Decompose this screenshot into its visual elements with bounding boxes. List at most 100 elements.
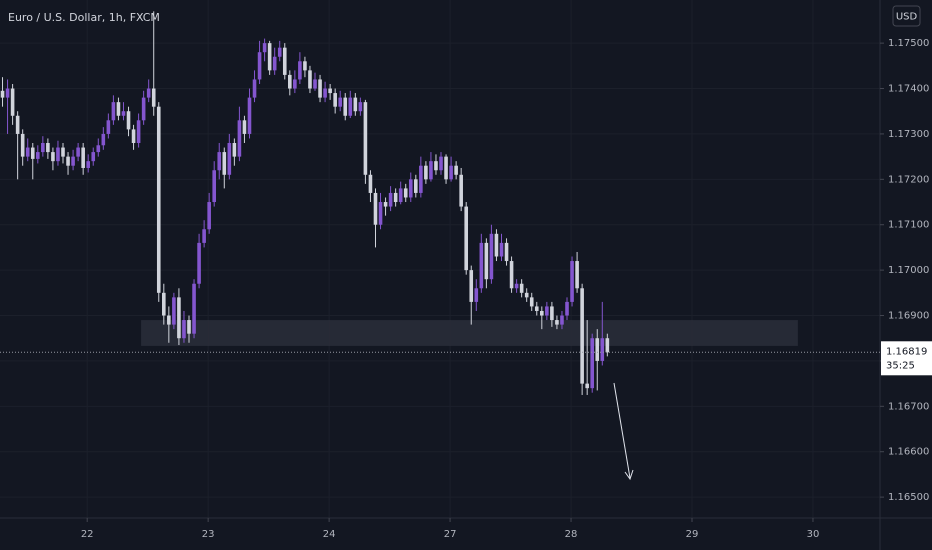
x-tick-label: 22 [81,529,94,540]
candle-body [187,320,191,334]
candle-body [519,283,524,293]
candle-body [36,152,40,159]
candle-body [414,179,418,193]
candle-body [529,297,534,307]
candle-body [177,297,181,339]
candle-body [444,156,448,180]
candle-body [232,143,237,157]
candle-body [434,161,438,171]
candle-body [403,188,408,198]
candle-body [66,156,70,166]
candle-body [509,261,514,289]
candle-body [41,143,45,153]
price-zone [141,320,798,346]
candle-body [298,61,302,80]
candle-body [419,165,423,193]
y-tick-label: 1.17100 [888,220,929,231]
candle-body [71,156,75,166]
candle-body [570,261,574,302]
candle-body [121,111,126,116]
candle-body [469,270,474,302]
candle-body [146,88,151,98]
candle-body [252,79,257,98]
candle-body [192,283,196,334]
candle-body [167,315,171,325]
candle-body [217,152,222,171]
last-price-box [881,341,932,376]
candles [0,11,610,395]
candle-body [358,102,363,112]
candle-body [373,192,378,225]
candle-body [81,147,85,168]
candle-body [51,152,55,162]
y-tick-label: 1.17200 [888,174,929,185]
candle-body [474,288,479,302]
candle-body [408,179,413,198]
candle-body [565,301,569,316]
candle-body [540,310,544,316]
candle-body [262,43,267,53]
candle-body [524,292,529,298]
candle-body [398,188,403,203]
arrow-head [624,469,634,481]
candle-body [323,88,327,98]
y-tick-label: 1.16500 [888,492,929,503]
candle-body [272,56,277,71]
candle-body [368,174,373,193]
candle-body [237,120,242,157]
candle-body [378,202,383,225]
candle-body [439,156,443,171]
candle-body [46,143,50,153]
candle-body [282,47,287,75]
candle-body [353,97,358,112]
candle-body [197,242,201,284]
x-tick-label: 29 [686,529,699,540]
candle-body [116,102,121,116]
candle-body [600,338,605,361]
candle-body [111,102,116,121]
y-tick-label: 1.17500 [888,38,929,49]
candle-body [5,88,10,98]
candle-body [247,97,252,134]
candle-body [0,90,5,98]
candle-body [454,165,458,175]
candle-body [328,88,332,94]
currency-label[interactable]: USD [896,12,918,23]
candle-body [585,383,589,389]
candle-body [56,147,60,162]
y-tick-label: 1.17300 [888,129,929,140]
x-tick-label: 30 [807,529,820,540]
candle-body [293,79,297,89]
candle-body [227,143,232,175]
candle-body [212,170,217,203]
candle-body [182,320,186,339]
y-tick-label: 1.16600 [888,447,929,458]
candle-body [545,306,549,316]
candle-body [580,288,584,384]
candle-body [514,283,519,289]
candle-body [131,129,136,144]
candle-body [479,242,484,289]
y-tick-label: 1.17400 [888,84,929,95]
candle-body [534,306,539,311]
candle-body [308,70,312,89]
candle-body [303,61,307,71]
candle-body [484,242,489,280]
chart-title: Euro / U.S. Dollar, 1h, FXCM [8,11,160,24]
y-tick-label: 1.16900 [888,311,929,322]
candle-body [429,161,433,180]
candle-body [313,79,317,89]
candle-body [449,165,453,180]
axes: 1.165001.166001.167001.168001.169001.170… [0,38,932,540]
candle-body [156,106,161,293]
currency-box[interactable] [892,5,921,27]
candle-body [383,202,388,207]
candle-body [61,147,65,157]
countdown-label: 35:25 [886,360,915,371]
candle-body [141,97,146,121]
candle-body [550,306,554,321]
candle-body [86,161,91,168]
candle-body [459,174,463,207]
